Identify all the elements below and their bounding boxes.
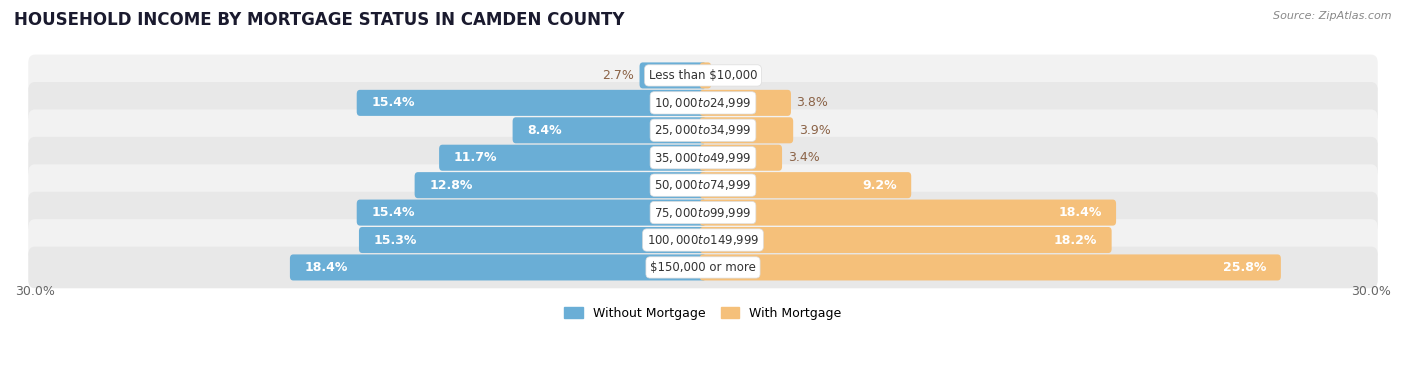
Text: 2.7%: 2.7% bbox=[602, 69, 634, 82]
Text: 15.4%: 15.4% bbox=[371, 96, 415, 109]
Text: $50,000 to $74,999: $50,000 to $74,999 bbox=[654, 178, 752, 192]
Text: 3.9%: 3.9% bbox=[799, 124, 831, 137]
FancyBboxPatch shape bbox=[28, 164, 1378, 206]
FancyBboxPatch shape bbox=[28, 82, 1378, 124]
Text: Source: ZipAtlas.com: Source: ZipAtlas.com bbox=[1274, 11, 1392, 21]
FancyBboxPatch shape bbox=[700, 117, 793, 143]
FancyBboxPatch shape bbox=[28, 110, 1378, 151]
Text: $25,000 to $34,999: $25,000 to $34,999 bbox=[654, 123, 752, 137]
Text: 18.2%: 18.2% bbox=[1053, 234, 1097, 246]
Text: $100,000 to $149,999: $100,000 to $149,999 bbox=[647, 233, 759, 247]
FancyBboxPatch shape bbox=[28, 137, 1378, 178]
FancyBboxPatch shape bbox=[640, 62, 706, 88]
Text: 3.4%: 3.4% bbox=[787, 151, 820, 164]
FancyBboxPatch shape bbox=[513, 117, 706, 143]
Text: 3.8%: 3.8% bbox=[797, 96, 828, 109]
Text: $150,000 or more: $150,000 or more bbox=[650, 261, 756, 274]
FancyBboxPatch shape bbox=[357, 200, 706, 226]
FancyBboxPatch shape bbox=[28, 54, 1378, 96]
FancyBboxPatch shape bbox=[28, 246, 1378, 288]
FancyBboxPatch shape bbox=[290, 254, 706, 280]
FancyBboxPatch shape bbox=[359, 227, 706, 253]
FancyBboxPatch shape bbox=[439, 145, 706, 171]
FancyBboxPatch shape bbox=[700, 200, 1116, 226]
Legend: Without Mortgage, With Mortgage: Without Mortgage, With Mortgage bbox=[560, 302, 846, 325]
Text: 15.4%: 15.4% bbox=[371, 206, 415, 219]
FancyBboxPatch shape bbox=[700, 227, 1112, 253]
Text: 15.3%: 15.3% bbox=[374, 234, 416, 246]
Text: 18.4%: 18.4% bbox=[304, 261, 347, 274]
FancyBboxPatch shape bbox=[28, 192, 1378, 234]
FancyBboxPatch shape bbox=[415, 172, 706, 198]
FancyBboxPatch shape bbox=[700, 62, 711, 88]
Text: Less than $10,000: Less than $10,000 bbox=[648, 69, 758, 82]
Text: 9.2%: 9.2% bbox=[862, 179, 897, 192]
FancyBboxPatch shape bbox=[700, 90, 792, 116]
FancyBboxPatch shape bbox=[28, 219, 1378, 261]
FancyBboxPatch shape bbox=[700, 145, 782, 171]
FancyBboxPatch shape bbox=[357, 90, 706, 116]
Text: 0.22%: 0.22% bbox=[717, 69, 756, 82]
Text: $35,000 to $49,999: $35,000 to $49,999 bbox=[654, 151, 752, 165]
FancyBboxPatch shape bbox=[700, 254, 1281, 280]
Text: 12.8%: 12.8% bbox=[429, 179, 472, 192]
Text: 25.8%: 25.8% bbox=[1223, 261, 1267, 274]
Text: 11.7%: 11.7% bbox=[454, 151, 498, 164]
Text: $75,000 to $99,999: $75,000 to $99,999 bbox=[654, 206, 752, 220]
Text: 18.4%: 18.4% bbox=[1059, 206, 1102, 219]
Text: $10,000 to $24,999: $10,000 to $24,999 bbox=[654, 96, 752, 110]
Text: 8.4%: 8.4% bbox=[527, 124, 562, 137]
FancyBboxPatch shape bbox=[700, 172, 911, 198]
Text: HOUSEHOLD INCOME BY MORTGAGE STATUS IN CAMDEN COUNTY: HOUSEHOLD INCOME BY MORTGAGE STATUS IN C… bbox=[14, 11, 624, 29]
